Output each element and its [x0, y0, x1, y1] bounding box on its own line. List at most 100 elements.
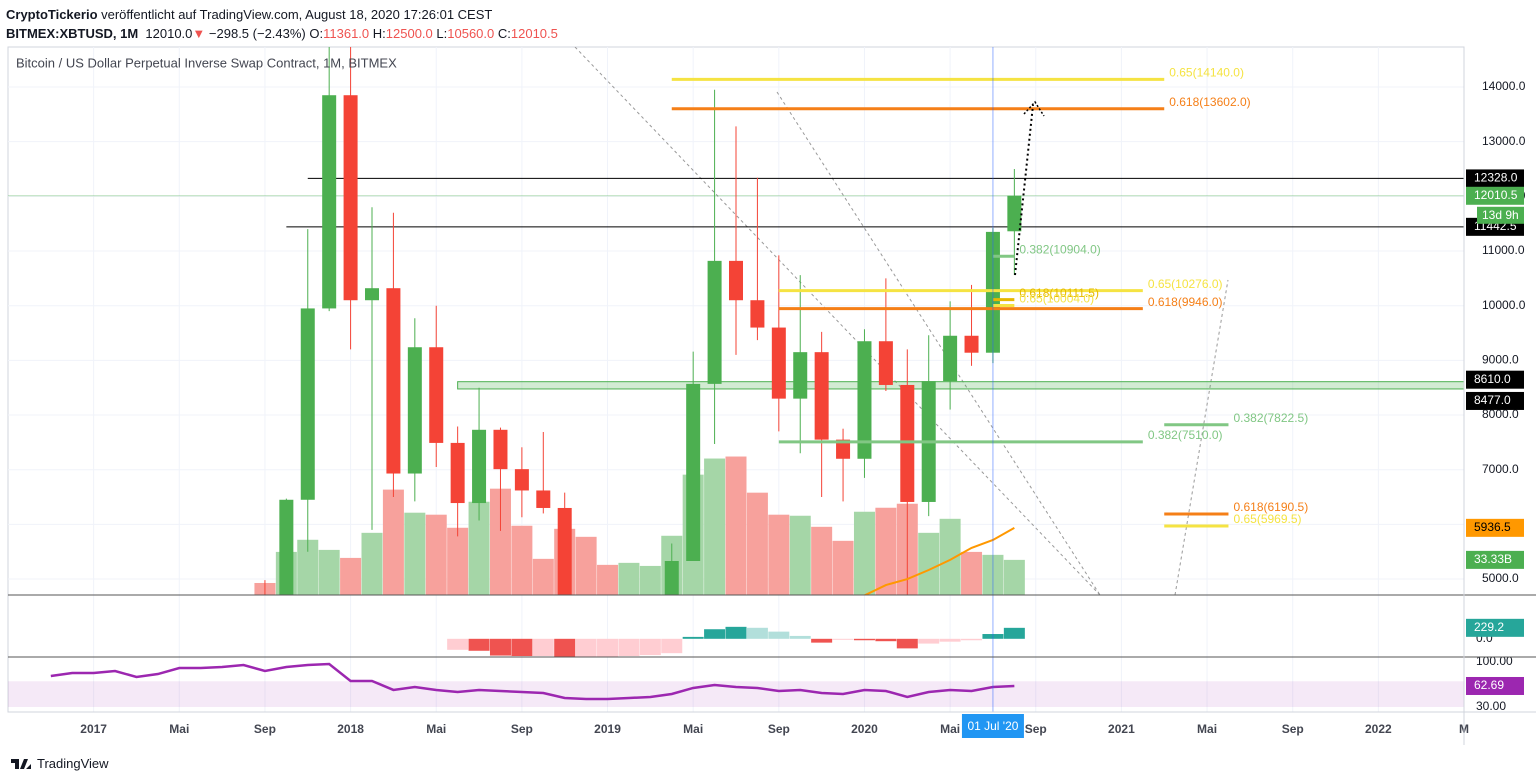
candle-body: [707, 260, 722, 384]
volume-bar: [704, 458, 726, 595]
volume-bar: [511, 525, 533, 595]
rsi-line: [50, 662, 1015, 701]
candle-body: [771, 327, 786, 399]
crosshair-label: 01 Jul '20: [967, 719, 1018, 733]
fib-label: 0.382(10904.0): [1019, 242, 1100, 256]
y-tick-label: 5000.0: [1482, 571, 1519, 585]
x-tick-label: Sep: [1282, 722, 1304, 736]
volume-bar: [425, 514, 447, 595]
trend-line: [776, 91, 1101, 595]
last-price-tag-bg: [1466, 186, 1524, 205]
candle-body: [386, 288, 401, 474]
rsi-band: [8, 681, 1464, 707]
fib-label: 0.382(7822.5): [1233, 411, 1308, 425]
x-tick-label: 2022: [1365, 722, 1392, 736]
arrow-head: [1023, 100, 1045, 117]
volume-bar: [939, 518, 961, 595]
ohlc-value: 12010.5: [510, 26, 558, 41]
macd-bar: [511, 638, 533, 657]
crosshair-tag: [961, 714, 1024, 738]
candle-body: [300, 308, 315, 500]
candle-body: [686, 383, 701, 561]
volume-bar: [361, 532, 383, 595]
macd-bar: [639, 638, 661, 656]
y-tick-label: 8000.0: [1482, 407, 1519, 421]
volume-bar: [489, 488, 511, 595]
x-tick-label: 2019: [594, 722, 621, 736]
header-line: CryptoTickerio veröffentlicht auf Tradin…: [6, 5, 558, 24]
x-tick-label: 2017: [80, 722, 107, 736]
volume-bar: [639, 565, 661, 595]
candle-body: [964, 335, 979, 353]
candle-body: [514, 469, 529, 491]
macd-bar: [768, 631, 790, 639]
fib-label: 0.65(10276.0): [1148, 277, 1223, 291]
volume-bar: [575, 536, 597, 595]
ohlc-value: 10560.0: [447, 26, 495, 41]
down-arrow: ▼: [192, 26, 206, 41]
rsi-tag-bg: [1466, 676, 1524, 695]
y-tick-label: 7000.0: [1482, 462, 1519, 476]
candle-body: [557, 507, 572, 595]
macd-bar: [704, 629, 726, 639]
candle-body: [472, 429, 487, 504]
volume-bar: [789, 515, 811, 595]
candle-body: [814, 352, 829, 440]
macd-bar: [789, 635, 811, 639]
ma-line: [864, 526, 1015, 595]
macd-bar: [725, 626, 747, 639]
volume-bar: [832, 540, 854, 595]
candle-body: [1007, 195, 1022, 232]
volume-bar: [618, 562, 640, 595]
hline-tag: 12328.0: [1474, 171, 1518, 185]
volume-bar: [746, 492, 768, 595]
macd-bar: [468, 638, 490, 651]
macd-bar: [853, 638, 875, 641]
candle-body: [365, 288, 379, 301]
ma-tag: 5936.5: [1474, 520, 1511, 534]
countdown-bg: [1477, 206, 1524, 224]
candle-body: [664, 560, 679, 595]
change: −298.5 (−2.43%): [208, 26, 306, 41]
author: CryptoTickerio: [6, 7, 98, 22]
countdown: 13d 9h: [1482, 208, 1519, 222]
volume-bar: [318, 549, 340, 595]
volume-bar: [1003, 559, 1025, 595]
x-tick-label: Sep: [768, 722, 790, 736]
macd-bar: [746, 627, 768, 639]
volume-bar: [297, 539, 319, 595]
ohlc-value: 11361.0: [323, 26, 370, 41]
candle-body: [900, 384, 915, 502]
chart-title: Bitcoin / US Dollar Perpetual Inverse Sw…: [16, 55, 397, 70]
macd-bar: [832, 638, 854, 640]
candle-body: [429, 347, 444, 443]
fib-label: 0.65(5969.5): [1233, 512, 1301, 526]
x-tick-label: 2020: [851, 722, 878, 736]
macd-bar: [875, 638, 897, 642]
y-tick-label: 14000.0: [1482, 79, 1526, 93]
macd-bar: [554, 638, 576, 657]
macd-bar: [918, 638, 940, 644]
ohlc-key: L:: [436, 26, 448, 41]
rsi-tag: 62.69: [1474, 678, 1504, 692]
footer: TradingView: [10, 756, 109, 771]
x-tick-label: Mai: [940, 722, 960, 736]
macd-tag-bg: [1466, 618, 1524, 637]
header: CryptoTickerio veröffentlicht auf Tradin…: [6, 5, 558, 43]
macd-tag: 229.2: [1474, 620, 1504, 634]
candle-body: [450, 442, 465, 504]
candle-body: [729, 260, 743, 301]
macd-bar: [575, 638, 597, 657]
ma-tag-bg: [1466, 518, 1524, 537]
candle-body: [750, 300, 765, 328]
fib-label: 0.65(10004.0): [1019, 292, 1094, 306]
volume-bar: [532, 558, 554, 595]
volume-bar: [340, 557, 362, 595]
macd-bar: [896, 638, 918, 649]
fib-label: 0.382(7510.0): [1148, 428, 1223, 442]
ohlc-value: 12500.0: [385, 26, 433, 41]
macd-bar: [597, 638, 619, 657]
macd-bar: [939, 638, 961, 642]
macd-bar: [532, 638, 554, 657]
